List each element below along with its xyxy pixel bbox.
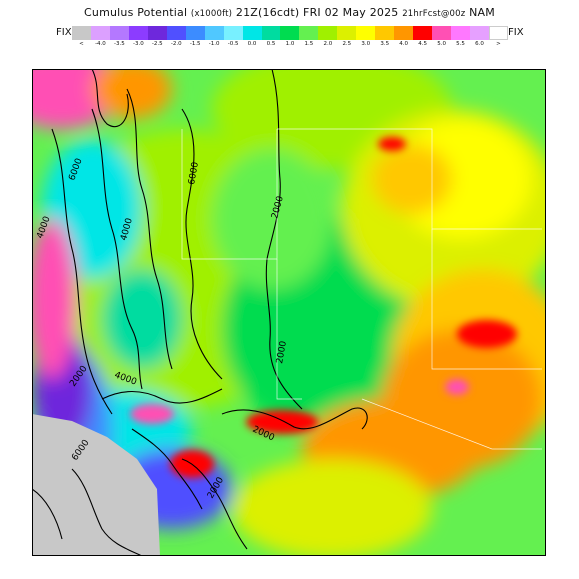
forecast-map: 6000 6000 4000 4000 2000 2000 2000 4000 … [32, 69, 546, 556]
legend-swatch [166, 26, 186, 40]
legend-tick-label: -3.0 [132, 41, 144, 47]
legend-tick-label: 0.0 [247, 41, 257, 47]
contour-south-2 [181, 458, 248, 550]
legend-tick-label: 6.0 [475, 41, 484, 47]
border-1 [181, 129, 278, 260]
legend-swatch [318, 26, 338, 40]
legend-tick-label: -2.5 [151, 41, 163, 47]
contour-6000-far-west [51, 128, 113, 415]
legend-ticks: < -4.0 -3.5 -3.0 -2.5 -2.0 -1.5 -1.0 -0.5 0.0 0.5 1… [72, 41, 508, 47]
legend-swatch [185, 26, 205, 40]
title-valid-time: 21Z(16cdt) FRI 02 May 2025 [235, 6, 399, 19]
contour-grey-2 [32, 488, 63, 540]
legend-swatch [394, 26, 414, 40]
border-2 [277, 128, 542, 230]
contour-6000-west [91, 108, 143, 390]
legend-swatch [375, 26, 395, 40]
legend-swatch [432, 26, 452, 40]
legend-tick-label: 4.5 [418, 41, 427, 47]
map-frame [32, 69, 546, 556]
legend-tick-label: 0.5 [266, 41, 276, 47]
legend-swatch [261, 26, 281, 40]
legend-tick-label: 5.0 [437, 41, 446, 47]
legend-swatch [337, 26, 357, 40]
field-red-ne [378, 137, 406, 151]
legend-swatch [204, 26, 224, 40]
legend-swatch [488, 26, 508, 40]
legend-swatch [356, 26, 376, 40]
legend-swatch [299, 26, 319, 40]
field-orange-ne [372, 144, 452, 214]
contour-4000-sw [101, 388, 223, 404]
legend-swatch [90, 26, 110, 40]
contour-2000-south [221, 407, 368, 430]
color-legend: < -4.0 -3.5 -3.0 -2.5 -2.0 -1.5 -1.0 -0.5 0.0 0.5 1… [72, 26, 508, 48]
contour-label-2000-b: 2000 [275, 340, 289, 365]
field-teal-west [102, 269, 182, 369]
title-main: Cumulus Potential [84, 6, 188, 19]
contour-nw-loop [91, 69, 129, 127]
legend-swatch [242, 26, 262, 40]
legend-swatch [147, 26, 167, 40]
legend-swatch [128, 26, 148, 40]
legend-swatch [451, 26, 471, 40]
title-model: NAM [469, 6, 495, 19]
legend-swatch [223, 26, 243, 40]
legend-tick-label: -3.5 [114, 41, 125, 47]
contour-4000-mid [181, 108, 223, 380]
state-boundaries [181, 128, 542, 450]
contour-label-6000-b: 6000 [187, 161, 201, 186]
legend-tick-label: -2.0 [170, 41, 182, 47]
legend-tick-label: -1.0 [208, 41, 220, 47]
field-pink-sw [130, 404, 174, 424]
legend-left-label: FIX [56, 27, 72, 38]
field-grey-sw [32, 414, 160, 556]
legend-tick-label: 1.0 [285, 41, 295, 47]
border-4 [431, 229, 542, 370]
border-5 [361, 398, 542, 450]
legend-tick-label: -4.0 [95, 41, 106, 47]
legend-tick-label: 4.0 [399, 41, 409, 47]
legend-swatch [470, 26, 489, 40]
legend-tick-label: -1.5 [189, 41, 201, 47]
legend-tick-label: 1.5 [304, 41, 314, 47]
legend-tick-label: 3.5 [380, 41, 390, 47]
legend-tick-label: > [496, 41, 501, 47]
legend-swatch [72, 26, 91, 40]
field-green-mid [212, 149, 332, 289]
legend-swatch [280, 26, 300, 40]
legend-tick-label: < [79, 41, 84, 47]
legend-tick-label: 2.5 [342, 41, 352, 47]
border-3 [276, 259, 302, 400]
field-orange-nw [92, 69, 172, 119]
title-units: (x1000ft) [190, 9, 233, 19]
legend-swatch [109, 26, 129, 40]
field-pink-west [32, 219, 77, 379]
legend-right-label: FIX [508, 27, 524, 38]
legend-swatches [72, 26, 508, 40]
legend-tick-label: -0.5 [227, 41, 239, 47]
contour-2000-sw [131, 428, 203, 510]
field-yellow-south [232, 459, 432, 556]
field-red-east [457, 320, 517, 348]
field-pink-east [445, 379, 469, 395]
contour-5000-west [126, 88, 173, 370]
chart-title: Cumulus Potential (x1000ft) 21Z(16cdt) F… [0, 6, 579, 19]
legend-tick-label: 3.0 [361, 41, 371, 47]
legend-swatch [413, 26, 433, 40]
legend-tick-label: 5.5 [456, 41, 465, 47]
contour-grey-1 [71, 468, 143, 556]
title-forecast: 21hrFcst@00z [402, 9, 466, 19]
legend-tick-label: 2.0 [323, 41, 333, 47]
